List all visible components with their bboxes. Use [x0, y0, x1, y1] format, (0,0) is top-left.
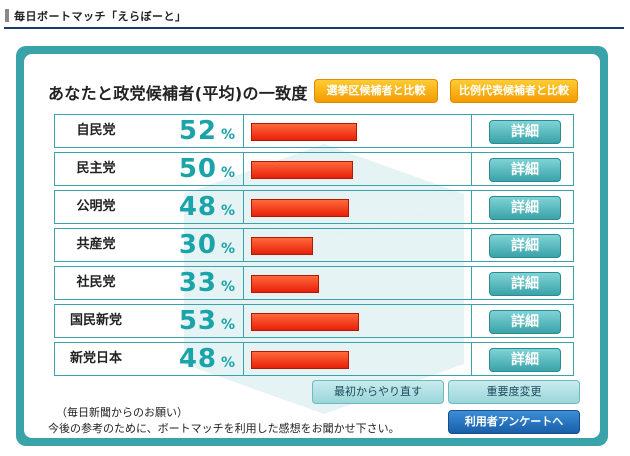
- detail-button[interactable]: 詳細: [489, 196, 561, 220]
- match-bar: [251, 199, 349, 217]
- change-weight-button[interactable]: 重要度変更: [448, 380, 580, 404]
- party-row: 公明党 48% 詳細: [54, 190, 574, 224]
- party-name: 新党日本: [69, 351, 122, 366]
- match-heading: あなたと政党候補者(平均)の一致度: [48, 84, 308, 103]
- match-score: 52: [178, 116, 217, 146]
- row-divider: [243, 153, 244, 185]
- match-bar: [251, 313, 359, 331]
- row-divider: [471, 267, 472, 299]
- party-name: 公明党: [76, 199, 116, 214]
- survey-button[interactable]: 利用者アンケートへ: [448, 410, 580, 434]
- party-name: 国民新党: [69, 313, 122, 328]
- percent-unit: %: [221, 355, 236, 371]
- party-name: 民主党: [76, 161, 116, 176]
- match-bar: [251, 237, 313, 255]
- row-divider: [243, 267, 244, 299]
- header-marker: [5, 9, 9, 22]
- party-row: 社民党 33% 詳細: [54, 266, 574, 300]
- match-score: 48: [178, 192, 217, 222]
- row-divider: [471, 191, 472, 223]
- request-note-body: 今後の参考のために、ボートマッチを利用した感想をお聞かせ下さい。: [48, 422, 400, 435]
- party-name: 社民党: [76, 275, 116, 290]
- request-note-title: （毎日新聞からのお願い）: [56, 406, 188, 419]
- match-bar: [251, 123, 357, 141]
- row-divider: [243, 343, 244, 375]
- row-divider: [471, 305, 472, 337]
- match-bar: [251, 351, 349, 369]
- row-divider: [243, 115, 244, 147]
- header-rule: [4, 27, 624, 29]
- party-row: 自民党 52% 詳細: [54, 114, 574, 148]
- page-title: 毎日ボートマッチ「えらぼーと」: [14, 10, 187, 23]
- match-score: 50: [178, 154, 217, 184]
- results-panel: あなたと政党候補者(平均)の一致度 選挙区候補者と比較 比例代表候補者と比較 自…: [16, 46, 608, 446]
- party-row: 民主党 50% 詳細: [54, 152, 574, 186]
- percent-unit: %: [221, 279, 236, 295]
- party-name: 共産党: [76, 237, 116, 252]
- detail-button[interactable]: 詳細: [489, 234, 561, 258]
- compare-district-button[interactable]: 選挙区候補者と比較: [314, 79, 438, 103]
- percent-unit: %: [221, 165, 236, 181]
- page-header: 毎日ボートマッチ「えらぼーと」: [0, 0, 630, 30]
- match-bar: [251, 275, 319, 293]
- party-row: 新党日本 48% 詳細: [54, 342, 574, 376]
- compare-proportional-button[interactable]: 比例代表候補者と比較: [450, 79, 578, 103]
- percent-unit: %: [221, 317, 236, 333]
- detail-button[interactable]: 詳細: [489, 272, 561, 296]
- detail-button[interactable]: 詳細: [489, 120, 561, 144]
- percent-unit: %: [221, 127, 236, 143]
- party-name: 自民党: [76, 123, 116, 138]
- detail-button[interactable]: 詳細: [489, 310, 561, 334]
- detail-button[interactable]: 詳細: [489, 158, 561, 182]
- row-divider: [471, 115, 472, 147]
- match-score: 30: [178, 230, 217, 260]
- row-divider: [471, 229, 472, 261]
- row-divider: [243, 191, 244, 223]
- party-row: 国民新党 53% 詳細: [54, 304, 574, 338]
- percent-unit: %: [221, 241, 236, 257]
- row-divider: [471, 153, 472, 185]
- row-divider: [243, 305, 244, 337]
- match-score: 33: [178, 268, 217, 298]
- percent-unit: %: [221, 203, 236, 219]
- match-score: 48: [178, 344, 217, 374]
- detail-button[interactable]: 詳細: [489, 348, 561, 372]
- row-divider: [471, 343, 472, 375]
- match-score: 53: [178, 306, 217, 336]
- restart-button[interactable]: 最初からやり直す: [312, 380, 444, 404]
- row-divider: [243, 229, 244, 261]
- match-bar: [251, 161, 353, 179]
- party-row: 共産党 30% 詳細: [54, 228, 574, 262]
- results-panel-inner: あなたと政党候補者(平均)の一致度 選挙区候補者と比較 比例代表候補者と比較 自…: [24, 54, 600, 438]
